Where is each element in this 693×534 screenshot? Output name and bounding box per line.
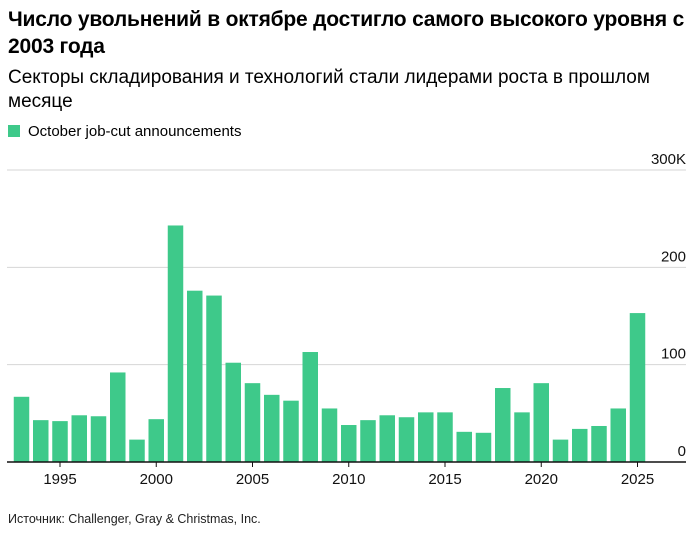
bar-2006 (264, 394, 280, 462)
bar-2025 (629, 313, 646, 462)
bar-2014 (418, 412, 434, 462)
gridlines (7, 169, 686, 366)
bar-2019 (514, 412, 530, 462)
y-tick-label-0: 0 (678, 443, 686, 460)
bar-2016 (456, 431, 472, 462)
chart-title: Число увольнений в октябре достигло само… (8, 8, 685, 58)
x-tick-label-2025: 2025 (621, 471, 654, 488)
axes: 0 100 200 300K 1995 2000 2005 2010 2015 2020 2025 (7, 151, 686, 488)
bar-2008 (302, 352, 318, 462)
x-tick-label-2000: 2000 (140, 471, 173, 488)
bar-2018 (495, 388, 511, 462)
bar-1999 (129, 439, 145, 462)
bar-2011 (360, 420, 376, 462)
x-tick-label-2005: 2005 (236, 471, 269, 488)
chart-subtitle: Секторы складирования и технологий стали… (8, 67, 650, 112)
y-tick-label-200: 200 (661, 248, 686, 265)
bar-2012 (379, 415, 395, 462)
bar-2023 (591, 425, 607, 462)
bar-2000 (148, 419, 164, 462)
x-tick-label-2020: 2020 (525, 471, 558, 488)
bar-2021 (552, 439, 569, 462)
legend: October job-cut announcements (8, 121, 241, 141)
bar-2001 (167, 225, 184, 462)
x-tick-label-1995: 1995 (43, 471, 76, 488)
bar-2004 (225, 362, 241, 462)
bar-2020 (533, 383, 549, 462)
bar-1995 (52, 421, 68, 462)
y-tick-label-300: 300K (651, 151, 686, 168)
bar-2022 (572, 428, 588, 462)
bar-1998 (110, 372, 126, 462)
bar-1994 (33, 420, 49, 462)
bar-2007 (283, 400, 299, 462)
bar-1993 (13, 396, 30, 462)
bar-1997 (90, 416, 107, 462)
y-tick-label-100: 100 (661, 346, 686, 363)
bar-1996 (71, 415, 87, 462)
legend-swatch (8, 125, 20, 137)
bar-2024 (610, 408, 626, 462)
bar-2015 (437, 412, 453, 462)
bar-2002 (187, 290, 203, 462)
bar-2013 (398, 417, 415, 462)
bar-2010 (341, 425, 357, 462)
source-note: Источник: Challenger, Gray & Christmas, … (8, 512, 261, 526)
x-tick-label-2015: 2015 (428, 471, 461, 488)
bar-2009 (321, 408, 338, 462)
bar-2017 (475, 432, 492, 462)
bar-2003 (206, 295, 222, 462)
bar-2005 (244, 383, 261, 462)
x-tick-label-2010: 2010 (332, 471, 365, 488)
bars (13, 225, 646, 462)
legend-label: October job-cut announcements (28, 122, 242, 140)
